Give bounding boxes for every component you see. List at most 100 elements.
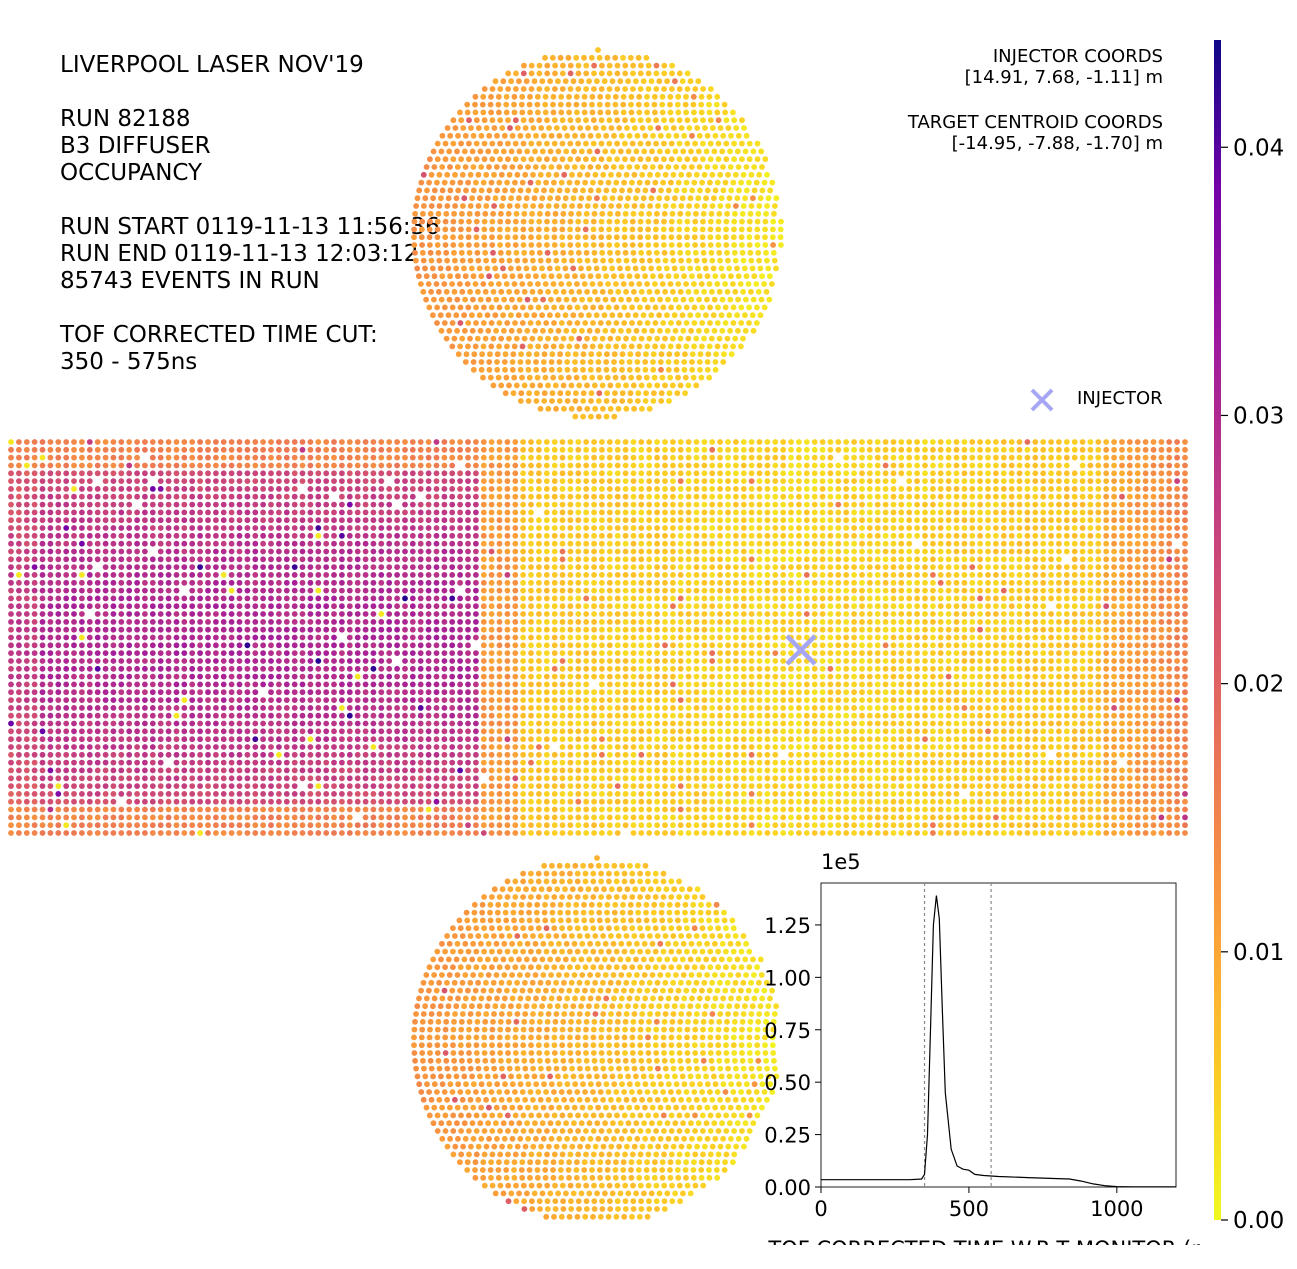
- pmt-dot: [490, 288, 497, 295]
- pmt-dot: [945, 517, 952, 524]
- pmt-dot: [567, 439, 574, 445]
- pmt-dot: [969, 595, 976, 602]
- pmt-dot: [930, 532, 936, 539]
- pmt-dot: [740, 446, 747, 453]
- pmt-dot: [523, 195, 530, 202]
- pmt-dot: [536, 603, 542, 610]
- pmt-dot: [803, 564, 810, 570]
- pmt-dot: [595, 47, 601, 53]
- pmt-dot: [859, 540, 865, 547]
- pmt-dot: [661, 242, 667, 248]
- pmt-dot: [1095, 446, 1102, 453]
- pmt-dot: [496, 234, 503, 241]
- pmt-dot: [819, 587, 826, 594]
- pmt-dot: [914, 548, 920, 555]
- pmt-dot: [969, 517, 976, 524]
- pmt-dot: [489, 86, 496, 92]
- pmt-dot: [1032, 454, 1039, 461]
- pmt-dot: [110, 517, 117, 524]
- pmt-dot: [457, 281, 463, 287]
- pmt-dot: [1024, 470, 1031, 477]
- pmt-dot: [244, 564, 251, 570]
- pmt-dot: [756, 454, 763, 461]
- pmt-dot: [638, 478, 645, 484]
- pmt-dot: [1158, 532, 1165, 539]
- pmt-dot: [102, 439, 109, 445]
- pmt-dot: [1158, 595, 1165, 602]
- pmt-dot: [394, 587, 400, 594]
- pmt-dot: [94, 556, 101, 563]
- pmt-dot: [307, 509, 314, 516]
- pmt-dot: [268, 462, 274, 469]
- pmt-dot: [244, 517, 251, 524]
- pmt-dot: [551, 517, 558, 524]
- pmt-dot: [739, 156, 745, 163]
- pmt-dot: [559, 156, 566, 163]
- pmt-dot: [851, 439, 857, 445]
- pmt-dot: [677, 525, 684, 531]
- pmt-dot: [634, 164, 641, 170]
- pmt-dot: [502, 187, 508, 194]
- pmt-dot: [764, 517, 771, 524]
- pmt-dot: [788, 587, 794, 594]
- pmt-dot: [945, 470, 952, 477]
- pmt-dot: [1103, 486, 1110, 492]
- pmt-dot: [767, 187, 774, 194]
- pmt-dot: [228, 470, 235, 477]
- pmt-dot: [126, 517, 133, 524]
- pmt-dot: [620, 281, 627, 287]
- pmt-dot: [542, 93, 549, 100]
- pmt-dot: [746, 234, 753, 241]
- pmt-dot: [1040, 587, 1047, 594]
- pmt-dot: [606, 501, 613, 508]
- pmt-dot: [582, 179, 588, 186]
- pmt-dot: [613, 179, 620, 186]
- pmt-dot: [753, 320, 760, 326]
- pmt-dot: [554, 265, 561, 272]
- pmt-dot: [591, 249, 598, 256]
- pmt-dot: [228, 564, 235, 570]
- pmt-dot: [657, 327, 663, 334]
- pmt-dot: [110, 532, 117, 539]
- pmt-dot: [307, 454, 314, 461]
- pmt-dot: [466, 249, 473, 256]
- pmt-dot: [755, 288, 762, 295]
- pmt-dot: [772, 478, 779, 484]
- pmt-dot: [157, 548, 164, 555]
- pmt-dot: [614, 501, 621, 508]
- pmt-dot: [914, 478, 920, 484]
- pmt-dot: [252, 564, 259, 570]
- top-endcap: [411, 47, 784, 420]
- pmt-dot: [449, 501, 456, 508]
- pmt-dot: [409, 493, 416, 500]
- pmt-dot: [149, 493, 156, 500]
- pmt-dot: [331, 540, 337, 547]
- pmt-dot: [495, 101, 502, 108]
- pmt-dot: [643, 101, 650, 108]
- pmt-dot: [283, 556, 290, 563]
- pmt-dot: [1111, 540, 1117, 547]
- pmt-dot: [550, 93, 557, 100]
- pmt-dot: [518, 101, 525, 108]
- pmt-dot: [134, 486, 141, 492]
- pmt-dot: [1024, 486, 1031, 492]
- pmt-dot: [654, 382, 661, 389]
- pmt-dot: [596, 351, 602, 358]
- pmt-dot: [985, 486, 991, 492]
- pmt-dot: [276, 587, 282, 594]
- pmt-dot: [1095, 493, 1102, 500]
- pmt-dot: [331, 501, 337, 508]
- pmt-dot: [638, 509, 645, 516]
- pmt-dot: [134, 470, 141, 477]
- pmt-dot: [55, 486, 62, 492]
- pmt-dot: [622, 462, 629, 469]
- pmt-dot: [567, 564, 574, 570]
- pmt-dot: [622, 501, 629, 508]
- pmt-dot: [530, 125, 537, 131]
- pmt-dot: [521, 249, 528, 256]
- pmt-dot: [945, 556, 952, 563]
- pmt-dot: [575, 517, 582, 524]
- pmt-dot: [977, 540, 983, 547]
- pmt-dot: [418, 281, 424, 287]
- pmt-dot: [725, 493, 731, 500]
